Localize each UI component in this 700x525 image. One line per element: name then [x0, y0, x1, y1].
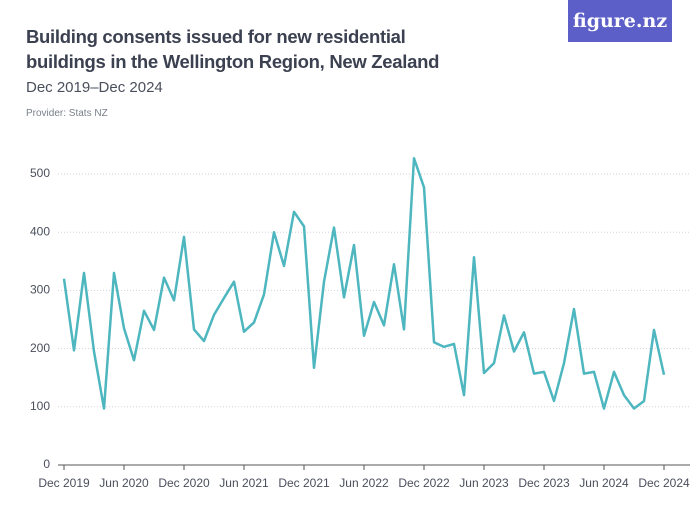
- x-tick-label: Dec 2021: [278, 476, 330, 490]
- x-tick-label: Dec 2024: [638, 476, 690, 490]
- y-tick-label: 500: [30, 166, 50, 180]
- x-tick-label: Jun 2021: [219, 476, 269, 490]
- x-tick-label: Dec 2020: [158, 476, 210, 490]
- provider: Provider: Stats NZ: [26, 108, 108, 119]
- data-line: [62, 157, 666, 410]
- y-tick-label: 100: [30, 399, 50, 413]
- chart-title: Building consents issued for new residen…: [26, 26, 440, 72]
- x-tick-label: Jun 2022: [339, 476, 389, 490]
- x-tick-label: Dec 2019: [38, 476, 90, 490]
- y-tick-label: 300: [30, 283, 50, 297]
- logo[interactable]: figure.nz: [568, 0, 672, 42]
- x-tick-label: Dec 2023: [518, 476, 570, 490]
- y-tick-label: 200: [30, 341, 50, 355]
- y-tick-label: 0: [43, 457, 50, 471]
- x-tick-label: Jun 2024: [579, 476, 629, 490]
- y-tick-label: 400: [30, 224, 50, 238]
- x-tick-label: Dec 2022: [398, 476, 450, 490]
- x-tick-label: Jun 2020: [99, 476, 149, 490]
- x-tick-label: Jun 2023: [459, 476, 509, 490]
- chart-subtitle: Dec 2019–Dec 2024: [26, 79, 163, 96]
